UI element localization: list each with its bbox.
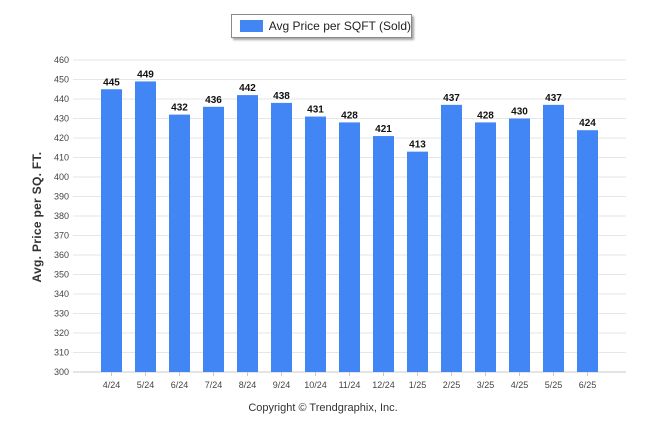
y-tick-label: 390 xyxy=(54,192,69,202)
bar[interactable] xyxy=(237,95,258,372)
y-tick-label: 410 xyxy=(54,153,69,163)
x-tick-label: 11/24 xyxy=(339,380,361,390)
x-tick-label: 12/24 xyxy=(372,380,395,390)
bar[interactable] xyxy=(305,116,326,372)
bar[interactable] xyxy=(475,122,496,373)
bar-value-label: 438 xyxy=(273,91,290,102)
y-tick-label: 440 xyxy=(54,94,69,104)
bar[interactable] xyxy=(169,114,190,372)
bar[interactable] xyxy=(101,89,122,372)
x-tick-label: 1/25 xyxy=(409,380,427,390)
y-tick-label: 450 xyxy=(54,75,69,85)
y-tick-label: 330 xyxy=(54,309,69,319)
bar[interactable] xyxy=(203,106,224,373)
bar[interactable] xyxy=(577,130,598,372)
bar[interactable] xyxy=(373,136,394,372)
bar-value-label: 413 xyxy=(409,140,426,151)
bars xyxy=(101,81,598,373)
bar[interactable] xyxy=(339,122,360,373)
bar-value-label: 445 xyxy=(103,77,120,88)
bar-value-label: 424 xyxy=(579,118,596,129)
legend[interactable]: Avg Price per SQFT (Sold) xyxy=(231,14,412,38)
bar-value-label: 428 xyxy=(477,110,494,121)
y-axis-title: Avg. Price per SQ. FT. xyxy=(30,151,44,283)
bar[interactable] xyxy=(441,104,462,372)
bar-value-label: 442 xyxy=(239,83,256,94)
bar[interactable] xyxy=(509,118,530,373)
bar-value-label: 431 xyxy=(307,105,324,116)
x-axis-ticks: 4/24 5/24 6/24 7/24 8/24 9/24 10/24 11/24 12/24 1… xyxy=(103,372,597,390)
x-tick-label: 4/25 xyxy=(511,380,529,390)
bar-value-label: 437 xyxy=(545,93,562,104)
bar-value-label: 430 xyxy=(511,107,528,118)
bar[interactable] xyxy=(135,81,156,372)
x-tick-label: 8/24 xyxy=(239,380,257,390)
y-tick-label: 400 xyxy=(54,172,69,182)
bar-value-label: 432 xyxy=(171,103,188,114)
y-tick-label: 310 xyxy=(54,348,69,358)
x-tick-label: 5/24 xyxy=(137,380,155,390)
legend-swatch xyxy=(240,20,263,32)
x-tick-label: 5/25 xyxy=(545,380,563,390)
x-tick-label: 9/24 xyxy=(273,380,291,390)
bar[interactable] xyxy=(271,102,292,373)
y-tick-label: 350 xyxy=(54,270,69,280)
y-tick-label: 370 xyxy=(54,231,69,241)
x-tick-label: 10/24 xyxy=(304,380,327,390)
y-tick-label: 420 xyxy=(54,133,69,143)
bar-value-label: 436 xyxy=(205,95,222,106)
bar-value-label: 437 xyxy=(443,93,460,104)
bar-value-label: 428 xyxy=(341,110,358,121)
y-tick-label: 360 xyxy=(54,250,69,260)
bar-value-label: 421 xyxy=(375,124,392,135)
x-tick-label: 3/25 xyxy=(477,380,495,390)
y-tick-label: 300 xyxy=(54,367,69,377)
x-tick-label: 4/24 xyxy=(103,380,121,390)
y-tick-label: 460 xyxy=(54,55,69,65)
copyright-text: Copyright © Trendgraphix, Inc. xyxy=(248,402,398,414)
x-tick-label: 7/24 xyxy=(205,380,223,390)
y-tick-label: 430 xyxy=(54,114,69,124)
data-labels: 445 449 432 436 442 438 431 428 421 413 437 428 430 4… xyxy=(103,69,596,150)
x-tick-label: 2/25 xyxy=(443,380,461,390)
y-tick-label: 320 xyxy=(54,328,69,338)
y-tick-label: 380 xyxy=(54,211,69,221)
x-tick-label: 6/25 xyxy=(579,380,597,390)
y-tick-label: 340 xyxy=(54,289,69,299)
bar[interactable] xyxy=(407,151,428,372)
bar[interactable] xyxy=(543,104,564,372)
legend-label: Avg Price per SQFT (Sold) xyxy=(268,19,411,33)
x-tick-label: 6/24 xyxy=(171,380,189,390)
bar-value-label: 449 xyxy=(137,69,154,80)
y-axis-ticks: 300 310 320 330 340 350 360 370 380 390 400 410 420 4… xyxy=(54,55,69,377)
